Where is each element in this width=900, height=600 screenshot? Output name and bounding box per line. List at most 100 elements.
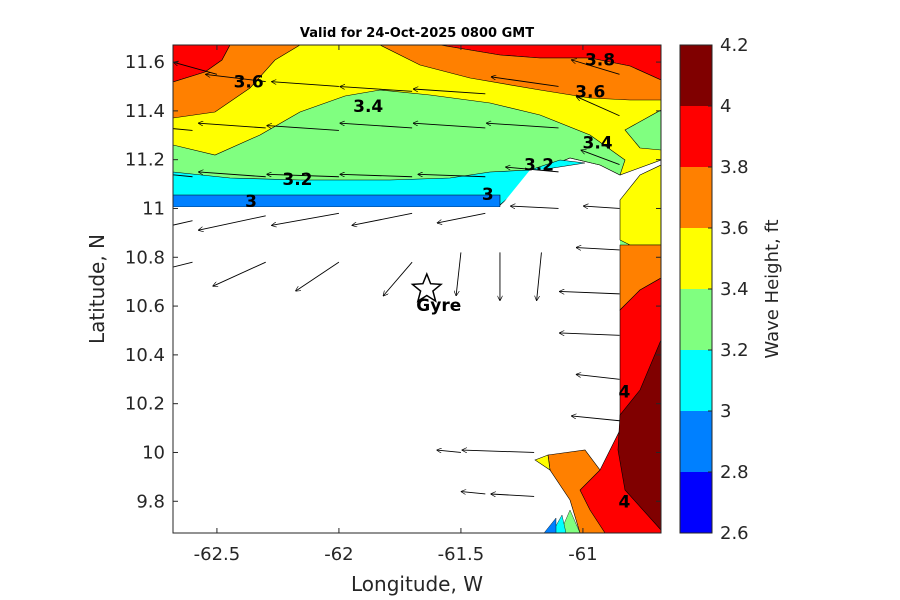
wave-direction-vector	[267, 126, 339, 131]
fill-yellow-east	[619, 164, 661, 246]
wave-direction-vector	[581, 150, 620, 165]
wave-direction-vector	[272, 212, 339, 225]
y-tick-label: 10	[142, 442, 165, 463]
wave-direction-vector	[173, 174, 193, 178]
wave-direction-vector	[296, 261, 340, 291]
colorbar: 2.6 2.8 3 3.2 3.4 3.6 3.8 4 4.2	[679, 35, 749, 544]
wave-direction-vector	[572, 416, 620, 422]
contour-label: 3.4	[582, 134, 612, 154]
fill-small-sw	[534, 454, 551, 471]
contour-label: 3	[482, 185, 494, 205]
wave-direction-vector	[437, 450, 461, 452]
colorbar-tick-label: 2.6	[720, 523, 749, 544]
wave-direction-vector	[199, 215, 266, 230]
y-tick-label: 11.4	[125, 101, 165, 122]
x-tick-label: -61.5	[438, 544, 485, 565]
x-tick-label: -62.5	[194, 544, 241, 565]
wave-direction-vector	[576, 97, 620, 117]
contour-label: 3.4	[353, 97, 383, 117]
colorbar-tick-label: 4	[720, 96, 731, 117]
contour-label: 3.6	[575, 82, 605, 102]
wave-direction-vector	[413, 123, 486, 129]
colorbar-tick-label: 3.2	[720, 340, 749, 361]
chart-title: Valid for 24-Oct-2025 0800 GMT	[300, 26, 534, 41]
wave-direction-vector	[206, 74, 266, 83]
wave-direction-vector	[487, 123, 559, 129]
colorbar-tick-label: 3	[720, 401, 731, 422]
y-tick-label: 10.2	[125, 394, 165, 415]
y-axis-label: Latitude, N	[85, 234, 109, 344]
colorbar-segment	[680, 106, 712, 167]
y-tick-label: 10.6	[125, 296, 165, 317]
wave-direction-vector	[456, 252, 462, 295]
wave-direction-vector	[462, 450, 535, 452]
wave-direction-vector	[340, 87, 413, 92]
fill-darkred-east	[617, 339, 661, 531]
wave-direction-vector	[352, 212, 413, 225]
plot-frame	[172, 44, 662, 534]
contour-label: 4	[618, 492, 630, 512]
wave-direction-vector	[173, 128, 193, 131]
colorbar-tick-label: 3.6	[720, 218, 749, 239]
location-label: Gyre	[416, 296, 461, 316]
colorbar-tick-label: 4.2	[720, 35, 749, 56]
wave-direction-vector	[560, 291, 620, 293]
contour-label: 3.2	[524, 156, 554, 176]
colorbar-tick-label: 2.8	[720, 462, 749, 483]
contour-label: 3	[245, 192, 257, 212]
y-tick-label: 10.4	[125, 345, 165, 366]
wave-direction-vector	[511, 206, 559, 208]
fill-orange-n	[173, 45, 661, 119]
contour-label: 3.8	[585, 51, 615, 71]
wave-direction-vector	[560, 333, 620, 335]
wave-direction-vector	[213, 261, 266, 286]
colorbar-label: Wave Height, ft	[762, 219, 783, 358]
colorbar-segment	[680, 167, 712, 228]
fill-orange-south	[547, 449, 606, 533]
wave-direction-vector	[572, 60, 620, 75]
wave-direction-vector	[418, 174, 486, 176]
wave-direction-vector	[383, 261, 413, 296]
colorbar-segment	[680, 411, 712, 472]
y-tick-label: 10.8	[125, 247, 165, 268]
wave-direction-vector	[272, 82, 339, 87]
wave-direction-vector	[584, 206, 620, 208]
wave-direction-vector	[461, 492, 486, 494]
wave-direction-vector	[340, 174, 413, 176]
contour-label: 3.2	[282, 170, 312, 190]
wave-direction-vector	[491, 494, 535, 496]
wave-direction-vector	[413, 89, 486, 95]
y-tick-label: 11.2	[125, 150, 165, 171]
wave-direction-vector	[576, 248, 620, 250]
colorbar-segment	[680, 45, 712, 106]
land-mask	[173, 168, 620, 533]
colorbar-segment	[680, 350, 712, 411]
colorbar-tick-label: 3.4	[720, 279, 749, 300]
contour-label: 4	[618, 382, 630, 402]
y-tick-label: 9.8	[136, 491, 165, 512]
wave-direction-vector	[199, 172, 266, 178]
wave-direction-vector	[199, 123, 266, 129]
fill-gradient-sw-blue	[543, 517, 557, 533]
wave-direction-vector	[506, 167, 559, 173]
fill-blue	[173, 194, 501, 208]
fill-gradient-sw-green	[559, 509, 581, 533]
land-mask-2	[173, 300, 545, 533]
wave-direction-vector	[537, 252, 542, 300]
colorbar-segment	[680, 228, 712, 289]
wave-direction-vector	[340, 123, 413, 129]
y-tick-label: 11	[142, 198, 165, 219]
wave-direction-vector	[173, 261, 193, 268]
x-tick-label: -62	[324, 544, 353, 565]
wave-direction-vector	[576, 374, 620, 380]
wave-direction-vector	[267, 174, 339, 176]
x-tick-label: -61	[568, 544, 597, 565]
wave-direction-vector	[173, 220, 193, 226]
wave-direction-vector	[491, 77, 559, 87]
y-tick-label: 11.6	[125, 52, 165, 73]
colorbar-segment	[680, 289, 712, 350]
wave-direction-vector	[437, 212, 486, 223]
location-star-icon	[410, 271, 443, 303]
x-axis-label: Longitude, W	[351, 572, 483, 596]
colorbar-tick-label: 3.8	[720, 157, 749, 178]
